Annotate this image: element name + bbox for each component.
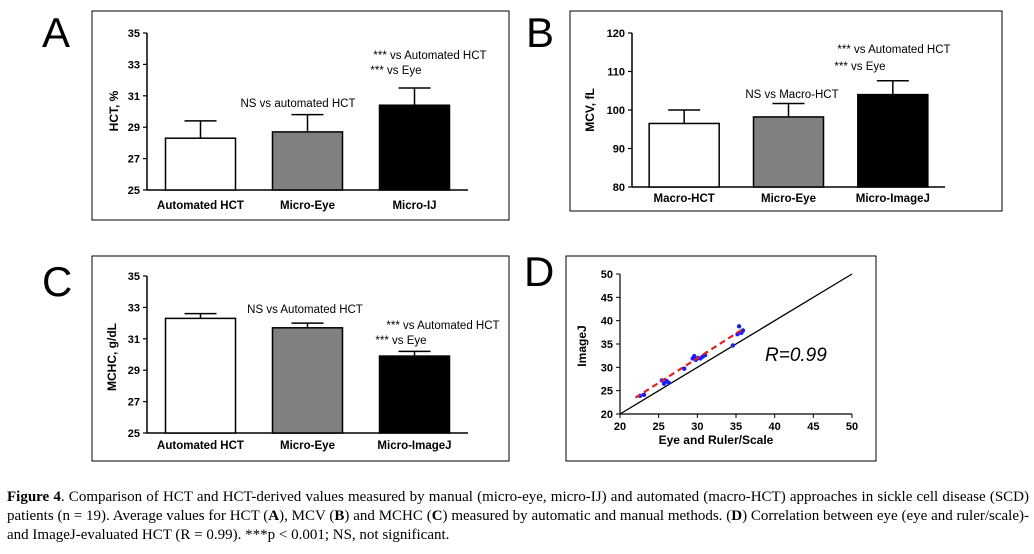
chart-d-y-tick-label: 45 [601, 292, 613, 304]
chart-d-y-tick-label: 20 [601, 409, 613, 421]
chart-d-x-tick-label: 35 [730, 421, 742, 433]
chart-b-y-tick-label: 100 [607, 105, 625, 117]
chart-a-annotation: *** vs Eye [370, 65, 421, 77]
chart-d-point [681, 366, 687, 371]
chart-b-mcv: 80 90 100 110 120 MCV, fL Macro-HCT Micro-Eye Mi… [583, 28, 951, 205]
chart-c-y-tick-label: 35 [128, 271, 140, 283]
chart-a-y-tick-label: 31 [128, 91, 140, 103]
chart-a-bar [378, 104, 451, 191]
chart-c-bar [271, 327, 344, 434]
chart-a-y-tick-label: 29 [128, 122, 140, 134]
chart-d-fit-line [634, 327, 745, 399]
chart-a-y-axis-label: HCT, % [107, 90, 121, 131]
chart-d-x-tick-label: 20 [614, 421, 626, 433]
chart-d-point [740, 328, 746, 333]
chart-c-category-label: Automated HCT [157, 440, 244, 452]
panel-b-frame [569, 10, 1003, 212]
chart-d-identity-line [619, 273, 853, 415]
chart-a-y-tick-label: 27 [128, 154, 140, 166]
panel-letter-a: A [42, 9, 70, 56]
chart-b-annotation: NS vs Macro-HCT [745, 89, 838, 101]
caption-ref-a: A [268, 508, 280, 524]
chart-c-bar [164, 317, 237, 434]
chart-b-category-label: Micro-Eye [761, 193, 816, 205]
caption-text-3: ) and MCHC ( [344, 508, 432, 524]
chart-a-category-label: Micro-IJ [392, 200, 436, 212]
chart-d-x-tick-label: 30 [691, 421, 703, 433]
caption-ref-b: B [334, 508, 345, 524]
chart-a-y-tick-label: 35 [128, 28, 140, 40]
chart-c-y-tick-label: 29 [128, 365, 140, 377]
figure-caption: Figure 4. Comparison of HCT and HCT-deri… [7, 488, 1029, 545]
chart-d-x-axis-label: Eye and Ruler/Scale [659, 433, 774, 447]
caption-ref-d: D [731, 508, 743, 524]
caption-text-2: ), MCV ( [279, 508, 335, 524]
chart-d-y-tick-label: 30 [601, 362, 613, 374]
chart-d-x-tick-label: 45 [807, 421, 819, 433]
panel-a-frame [91, 10, 510, 221]
chart-d-y-tick-label: 50 [601, 269, 613, 281]
chart-c-y-tick-label: 27 [128, 397, 140, 409]
chart-d-y-tick-label: 25 [601, 386, 613, 398]
chart-d-point [692, 353, 697, 359]
panel-c-frame [91, 255, 510, 462]
chart-c-y-tick-label: 33 [128, 302, 140, 314]
panel-letter-c: C [42, 258, 72, 305]
chart-d-point [666, 380, 671, 385]
chart-b-y-axis-label: MCV, fL [583, 88, 597, 132]
chart-d-point [730, 343, 736, 348]
chart-b-annotation: *** vs Eye [834, 61, 885, 73]
chart-d-x-tick-label: 50 [846, 421, 858, 433]
chart-b-y-tick-label: 90 [613, 144, 625, 156]
caption-figure-label: Figure 4 [7, 489, 61, 505]
caption-text-5: ) Correlation between eye (eye and ruler… [7, 508, 1029, 543]
chart-b-y-tick-label: 120 [607, 28, 625, 40]
panel-d-frame [565, 255, 877, 462]
chart-d-x-tick-label: 25 [653, 421, 665, 433]
chart-a-category-label: Micro-Eye [280, 200, 335, 212]
chart-b-bar [648, 122, 720, 188]
chart-c-annotation: *** vs Automated HCT [386, 320, 499, 332]
chart-a-hct: 25 27 29 31 33 35 HCT, % Automated HCT Micro-Eye… [107, 28, 487, 212]
chart-b-y-tick-label: 110 [607, 67, 625, 79]
panel-letter-b: B [526, 9, 554, 56]
chart-a-category-label: Automated HCT [157, 200, 244, 212]
chart-b-category-label: Macro-HCT [653, 193, 714, 205]
chart-a-annotation: NS vs automated HCT [240, 98, 355, 110]
chart-b-bar [752, 116, 825, 188]
chart-a-y-tick-label: 25 [128, 185, 140, 197]
chart-b-category-label: Micro-ImageJ [856, 193, 930, 205]
chart-d-point [736, 324, 742, 329]
chart-d-point [641, 392, 647, 398]
chart-c-annotation: NS vs Automated HCT [247, 304, 363, 316]
chart-c-mchc: 25 27 29 31 33 35 MCHC, g/dL Automated HCT Micro… [105, 271, 500, 452]
chart-b-annotation: *** vs Automated HCT [837, 44, 950, 56]
chart-c-annotation: *** vs Eye [375, 335, 426, 347]
chart-a-bar [164, 137, 237, 191]
chart-c-y-tick-label: 31 [128, 334, 140, 346]
chart-d-x-tick-label: 40 [769, 421, 781, 433]
chart-d-correlation: 20 25 30 35 40 45 50 20 25 30 35 40 45 50 Eye and Rule… [575, 269, 858, 447]
panel-letter-d: D [524, 248, 554, 295]
chart-a-bar [271, 131, 344, 191]
chart-d-y-tick-label: 35 [601, 339, 613, 351]
chart-d-y-axis-label: ImageJ [575, 325, 589, 366]
caption-text-1: . Comparison of HCT and HCT-derived valu… [7, 489, 1029, 524]
chart-c-category-label: Micro-ImageJ [377, 440, 451, 452]
chart-b-y-tick-label: 80 [613, 182, 625, 194]
caption-ref-c: C [431, 508, 443, 524]
caption-text-4: ) measured by automatic and manual metho… [442, 508, 732, 524]
chart-a-annotation: *** vs Automated HCT [373, 50, 486, 62]
chart-b-bar [857, 93, 929, 188]
chart-d-annotation: R=0.99 [765, 345, 827, 366]
chart-c-bar [378, 355, 451, 434]
chart-c-y-tick-label: 25 [128, 428, 140, 440]
chart-c-category-label: Micro-Eye [280, 440, 335, 452]
chart-c-y-axis-label: MCHC, g/dL [105, 323, 119, 391]
chart-d-y-tick-label: 40 [601, 316, 613, 328]
chart-a-y-tick-label: 33 [128, 59, 140, 71]
